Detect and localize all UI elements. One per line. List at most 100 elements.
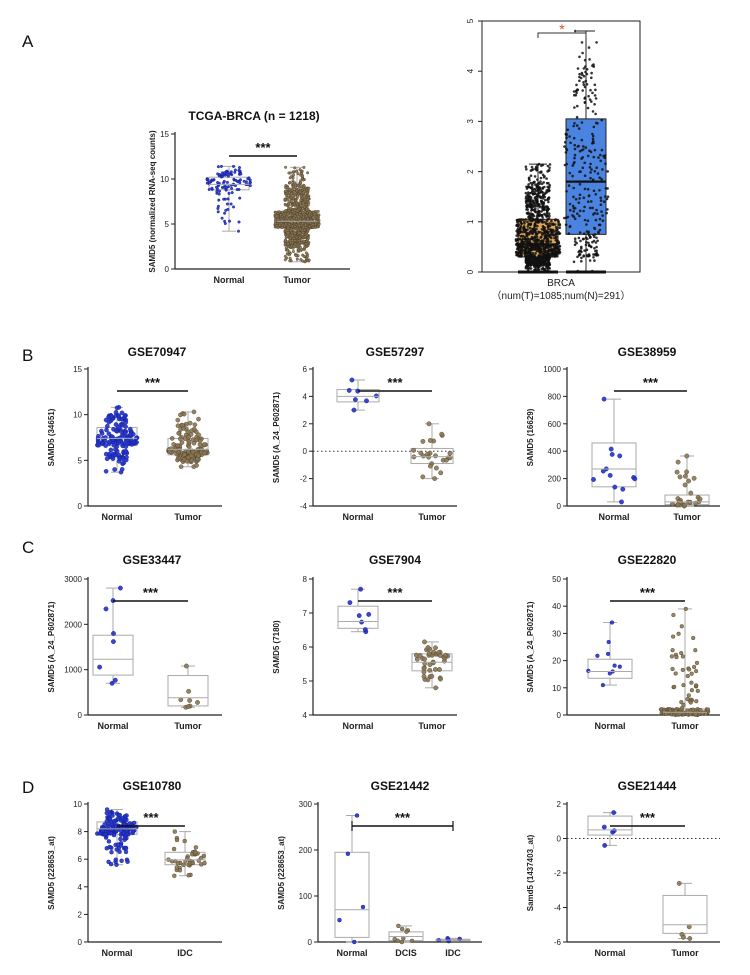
data-point [523, 245, 526, 249]
data-point [299, 173, 303, 177]
chart-title: GSE22820 [618, 553, 677, 567]
box-iqr [662, 894, 708, 934]
data-point [112, 452, 118, 458]
data-point [598, 176, 601, 179]
y-tick-label: 40 [552, 602, 561, 611]
chart-title: GSE21444 [618, 779, 677, 793]
data-point [187, 420, 193, 426]
data-point [306, 228, 310, 232]
data-point [595, 236, 598, 240]
data-point [535, 258, 538, 261]
data-point [580, 149, 583, 152]
data-point [536, 178, 539, 181]
data-point [670, 666, 675, 672]
data-point [207, 187, 211, 191]
data-point [691, 475, 697, 481]
data-point [117, 849, 122, 854]
data-point [431, 649, 436, 655]
data-point [545, 181, 549, 185]
data-point [590, 100, 593, 103]
data-point [354, 813, 360, 818]
data-point [286, 226, 290, 230]
data-point [432, 667, 438, 672]
data-point [528, 192, 532, 195]
data-point [541, 203, 545, 207]
y-tick-label: 5 [78, 456, 83, 465]
data-point [239, 172, 243, 176]
data-point [307, 186, 311, 190]
significance-label: *** [643, 375, 659, 390]
data-point [118, 429, 124, 434]
data-point [172, 873, 177, 878]
y-axis-label: SAMD5 (normalized RNA-seq counts) [148, 130, 157, 273]
data-point [127, 426, 133, 432]
data-point [554, 226, 558, 229]
data-point [226, 197, 230, 201]
data-point [437, 653, 443, 658]
data-point [546, 207, 549, 211]
data-point [102, 822, 107, 827]
data-point [582, 237, 585, 241]
data-point [542, 231, 546, 234]
data-point [563, 141, 567, 144]
data-point [248, 180, 252, 184]
data-point [225, 202, 229, 206]
data-point [592, 255, 595, 259]
data-point [600, 118, 604, 122]
data-point [595, 208, 598, 212]
data-point [281, 223, 285, 227]
data-point [594, 249, 597, 253]
data-point [411, 447, 417, 453]
data-point [585, 68, 589, 71]
y-tick-label: 3 [466, 119, 475, 124]
y-tick-label: 100 [299, 892, 313, 901]
data-point [537, 220, 540, 224]
data-point [593, 247, 596, 250]
data-point [226, 174, 230, 178]
data-point [693, 648, 698, 653]
data-point [123, 448, 129, 454]
data-point [573, 270, 577, 274]
category-label: Tumor [418, 512, 446, 522]
data-point [544, 249, 547, 252]
data-point [591, 110, 595, 113]
sample-size-note: （num(T)=1085;num(N)=291） [492, 290, 631, 302]
data-point [587, 241, 590, 245]
data-point [583, 58, 587, 62]
data-point [519, 230, 523, 234]
data-point [585, 72, 589, 76]
data-point [191, 426, 197, 432]
box-normal: Normal [92, 585, 134, 731]
data-point [106, 839, 112, 844]
data-point [542, 262, 545, 265]
data-point [295, 209, 299, 213]
data-point [175, 417, 181, 423]
data-point [681, 502, 687, 508]
data-point [524, 254, 527, 258]
data-point [553, 236, 556, 240]
data-point [300, 196, 304, 200]
data-point [526, 197, 529, 200]
data-point [356, 613, 362, 618]
data-point [534, 264, 537, 267]
chart-tcga: 0 5 10 15 Normal Tumor *** TCGA-BRCA (n = 1218)… [148, 109, 350, 285]
data-point [519, 220, 523, 224]
data-point [187, 698, 193, 703]
y-tick-label: 10 [552, 684, 561, 693]
data-point [578, 214, 581, 218]
data-point [171, 846, 177, 852]
data-point [593, 94, 597, 97]
y-tick-label: 15 [73, 365, 82, 374]
data-point [576, 88, 579, 91]
data-point [516, 238, 520, 242]
data-point [681, 682, 686, 688]
y-tick-label: 0 [466, 269, 475, 274]
category-label: Normal [97, 721, 128, 731]
x-axis-label: BRCA [547, 278, 575, 289]
data-point [607, 472, 613, 478]
data-point [619, 499, 624, 505]
data-point [242, 179, 246, 183]
data-point [591, 178, 595, 181]
box-iqr [334, 851, 370, 938]
data-point [107, 811, 113, 816]
